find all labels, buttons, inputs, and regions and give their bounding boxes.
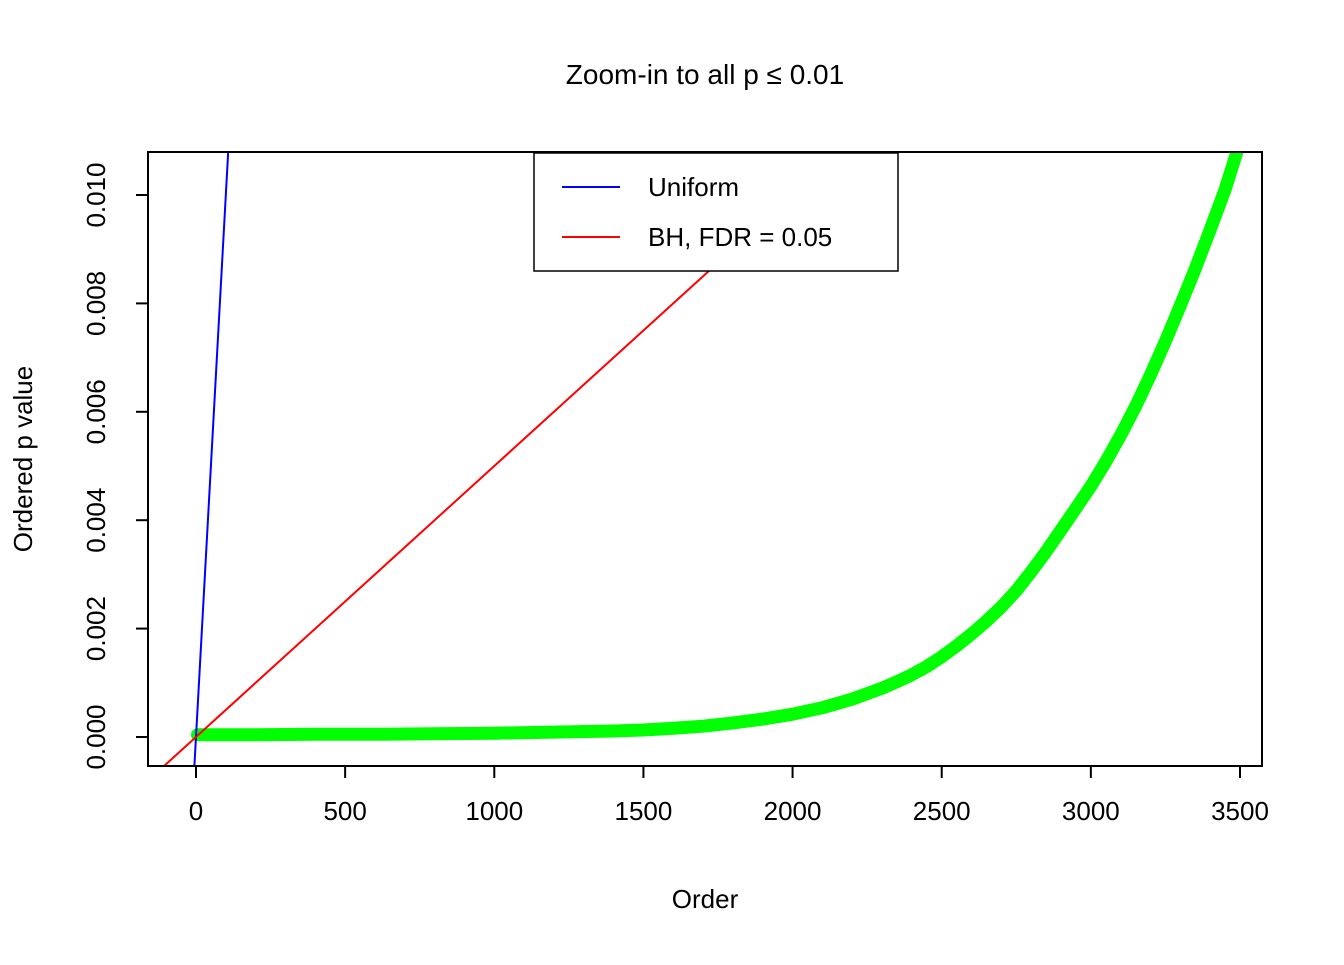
y-axis-label: Ordered p value (8, 366, 38, 552)
y-tick-label: 0.008 (81, 271, 111, 336)
x-tick-label: 2000 (764, 796, 822, 826)
y-tick-label: 0.000 (81, 704, 111, 769)
x-tick-label: 3500 (1211, 796, 1269, 826)
x-axis-label: Order (672, 884, 739, 914)
y-tick-label: 0.002 (81, 596, 111, 661)
chart-title: Zoom-in to all p ≤ 0.01 (566, 59, 844, 90)
x-tick-label: 500 (323, 796, 366, 826)
legend: Uniform BH, FDR = 0.05 (533, 152, 899, 272)
legend-label-0: Uniform (648, 172, 739, 202)
x-tick-label: 1000 (465, 796, 523, 826)
x-tick-label: 0 (189, 796, 203, 826)
ordered-p-values-series (191, 152, 1244, 742)
y-tick-label: 0.010 (81, 162, 111, 227)
legend-label-1: BH, FDR = 0.05 (648, 222, 832, 252)
axes-layer: 0 500 1000 1500 2000 2500 3000 3500 0.000 0.002 0.… (81, 162, 1269, 826)
uniform-line-series (193, 152, 230, 766)
x-tick-label: 3000 (1062, 796, 1120, 826)
y-tick-label: 0.006 (81, 379, 111, 444)
y-tick-label: 0.004 (81, 488, 111, 553)
legend-box (533, 152, 899, 272)
plot-border (147, 151, 1263, 767)
x-tick-label: 2500 (913, 796, 971, 826)
x-tick-label: 1500 (615, 796, 673, 826)
